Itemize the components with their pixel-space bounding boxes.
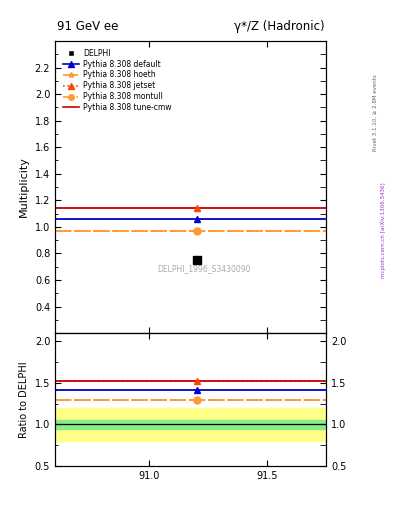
Bar xyxy=(55,408,326,441)
Text: DELPHI_1996_S3430090: DELPHI_1996_S3430090 xyxy=(158,264,251,273)
Text: Rivet 3.1.10, ≥ 2.8M events: Rivet 3.1.10, ≥ 2.8M events xyxy=(373,74,378,151)
Text: mcplots.cern.ch [arXiv:1306.3436]: mcplots.cern.ch [arXiv:1306.3436] xyxy=(381,183,386,278)
Y-axis label: Ratio to DELPHI: Ratio to DELPHI xyxy=(19,361,29,438)
Legend: DELPHI, Pythia 8.308 default, Pythia 8.308 hoeth, Pythia 8.308 jetset, Pythia 8.: DELPHI, Pythia 8.308 default, Pythia 8.3… xyxy=(59,45,176,116)
Text: γ*/Z (Hadronic): γ*/Z (Hadronic) xyxy=(233,20,324,33)
Text: 91 GeV ee: 91 GeV ee xyxy=(57,20,118,33)
Y-axis label: Multiplicity: Multiplicity xyxy=(19,157,29,218)
Bar xyxy=(55,420,326,429)
